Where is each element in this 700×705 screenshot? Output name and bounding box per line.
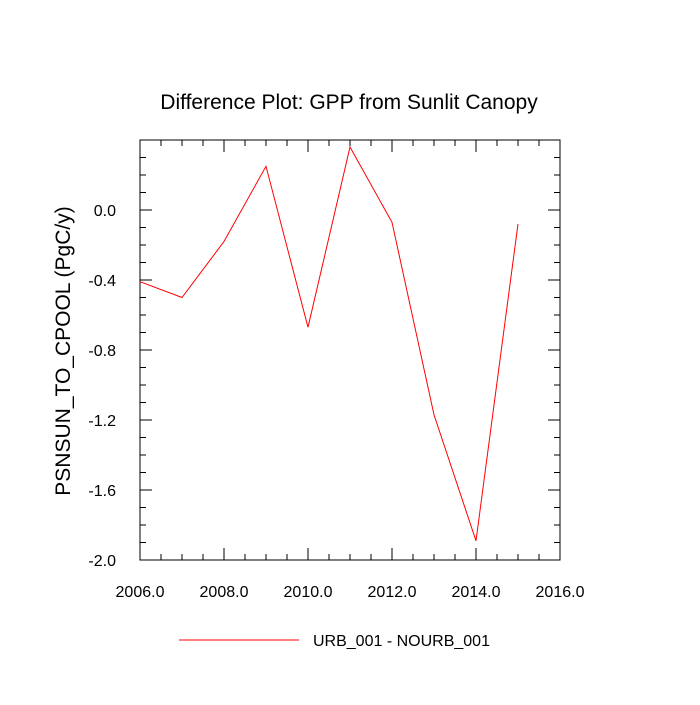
y-tick-label: -2.0 xyxy=(88,553,116,570)
axes: 2006.0 2008.0 2010.0 2012.0 2014.0 2016.0 -2.0… xyxy=(88,139,585,601)
y-axis-label: PSNSUN_TO_CPOOL (PgC/y) xyxy=(52,206,75,495)
y-tick-label: -1.6 xyxy=(88,483,116,500)
series-line xyxy=(139,145,519,541)
plot-frame xyxy=(139,139,561,561)
chart-title: Difference Plot: GPP from Sunlit Canopy xyxy=(160,91,538,114)
x-tick-label: 2012.0 xyxy=(368,584,417,601)
series-layer xyxy=(139,145,519,541)
y-tick-label: -1.2 xyxy=(88,413,116,430)
x-tick-label: 2010.0 xyxy=(284,584,333,601)
y-tick-label: 0.0 xyxy=(94,203,116,220)
x-tick-label: 2006.0 xyxy=(116,584,165,601)
x-tick-label: 2016.0 xyxy=(536,584,585,601)
legend-label: URB_001 - NOURB_001 xyxy=(313,633,490,650)
legend: URB_001 - NOURB_001 xyxy=(179,633,490,650)
y-tick-label: -0.4 xyxy=(88,273,116,290)
x-tick-label: 2014.0 xyxy=(452,584,501,601)
y-tick-label: -0.8 xyxy=(88,343,116,360)
x-tick-label: 2008.0 xyxy=(200,584,249,601)
